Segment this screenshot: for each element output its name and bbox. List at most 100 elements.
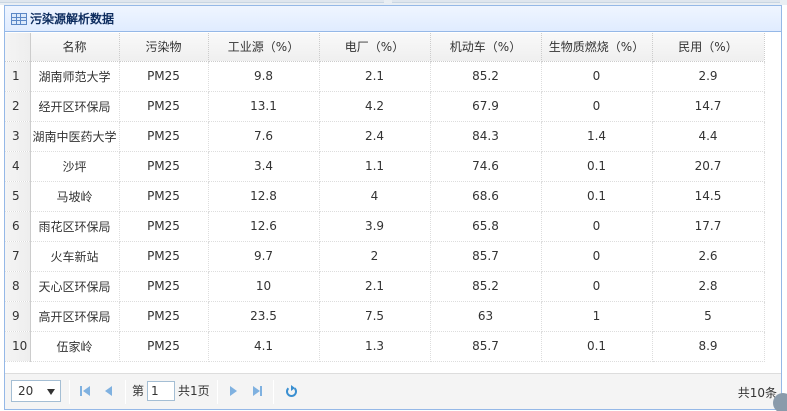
grid-table-icon	[11, 13, 27, 25]
cell-industrial: 9.7	[208, 241, 320, 272]
cell-residential: 2.8	[652, 271, 765, 302]
row-number: 9	[5, 301, 31, 332]
cell-biomass: 0	[541, 61, 653, 92]
chevron-down-icon	[47, 389, 55, 395]
cell-pollutant: PM25	[119, 211, 209, 242]
column-header-residential[interactable]: 民用（%）	[652, 33, 765, 62]
cell-power-plant: 2.1	[319, 61, 431, 92]
cell-vehicle: 65.8	[430, 211, 542, 242]
table-row[interactable]: 3 湖南中医药大学 PM25 7.6 2.4 84.3 1.4 4.4	[5, 121, 765, 152]
cell-pollutant: PM25	[119, 241, 209, 272]
cell-pollutant: PM25	[119, 331, 209, 362]
cell-name: 经开区环保局	[30, 91, 120, 122]
pager-separator	[217, 380, 218, 404]
cell-power-plant: 4.2	[319, 91, 431, 122]
cell-power-plant: 2.4	[319, 121, 431, 152]
cell-residential: 5	[652, 301, 765, 332]
cell-name: 湖南中医药大学	[30, 121, 120, 152]
cell-vehicle: 63	[430, 301, 542, 332]
cell-vehicle: 85.7	[430, 241, 542, 272]
cell-vehicle: 68.6	[430, 181, 542, 212]
cell-industrial: 12.6	[208, 211, 320, 242]
cell-residential: 4.4	[652, 121, 765, 152]
cell-industrial: 3.4	[208, 151, 320, 182]
datagrid-panel: 污染源解析数据 名称 污染物 工业源（%） 电厂（%）	[4, 5, 782, 410]
table-row[interactable]: 7 火车新站 PM25 9.7 2 85.7 0 2.6	[5, 241, 765, 272]
cell-biomass: 0.1	[541, 151, 653, 182]
cell-power-plant: 1.3	[319, 331, 431, 362]
cell-name: 雨花区环保局	[30, 211, 120, 242]
cell-pollutant: PM25	[119, 271, 209, 302]
last-page-icon[interactable]	[249, 383, 265, 399]
cell-vehicle: 67.9	[430, 91, 542, 122]
cell-residential: 14.5	[652, 181, 765, 212]
cell-residential: 2.6	[652, 241, 765, 272]
row-number: 7	[5, 241, 31, 272]
row-number: 4	[5, 151, 31, 182]
cell-name: 天心区环保局	[30, 271, 120, 302]
datagrid: 名称 污染物 工业源（%） 电厂（%） 机动车（%） 生物质燃烧（%） 民用（%…	[5, 33, 781, 362]
cell-name: 高开区环保局	[30, 301, 120, 332]
row-number: 2	[5, 91, 31, 122]
panel-header: 污染源解析数据	[5, 6, 781, 32]
row-number: 8	[5, 271, 31, 302]
cell-industrial: 10	[208, 271, 320, 302]
total-records-label: 共10条	[737, 386, 777, 400]
cell-residential: 2.9	[652, 61, 765, 92]
cell-name: 火车新站	[30, 241, 120, 272]
row-number-header	[5, 33, 31, 62]
panel-title: 污染源解析数据	[30, 12, 115, 26]
cell-industrial: 13.1	[208, 91, 320, 122]
cell-name: 马坡岭	[30, 181, 120, 212]
table-row[interactable]: 9 高开区环保局 PM25 23.5 7.5 63 1 5	[5, 301, 765, 332]
cell-name: 伍家岭	[30, 331, 120, 362]
top-tab-strip	[0, 0, 787, 5]
cell-pollutant: PM25	[119, 121, 209, 152]
prev-page-icon[interactable]	[101, 383, 117, 399]
cell-power-plant: 3.9	[319, 211, 431, 242]
next-page-icon[interactable]	[225, 383, 241, 399]
page-size-select[interactable]: 20	[11, 380, 61, 402]
column-header-industrial[interactable]: 工业源（%）	[208, 33, 320, 62]
page-size-value: 20	[18, 384, 34, 398]
column-header-vehicle[interactable]: 机动车（%）	[430, 33, 542, 62]
cell-industrial: 23.5	[208, 301, 320, 332]
page-number-input[interactable]: 1	[147, 381, 175, 401]
cell-vehicle: 74.6	[430, 151, 542, 182]
table-header-row: 名称 污染物 工业源（%） 电厂（%） 机动车（%） 生物质燃烧（%） 民用（%…	[5, 33, 765, 62]
table-row[interactable]: 6 雨花区环保局 PM25 12.6 3.9 65.8 0 17.7	[5, 211, 765, 242]
cell-biomass: 0	[541, 271, 653, 302]
first-page-icon[interactable]	[77, 383, 93, 399]
cell-power-plant: 7.5	[319, 301, 431, 332]
row-number: 6	[5, 211, 31, 242]
cell-residential: 17.7	[652, 211, 765, 242]
cell-pollutant: PM25	[119, 61, 209, 92]
table-row[interactable]: 2 经开区环保局 PM25 13.1 4.2 67.9 0 14.7	[5, 91, 765, 122]
cell-power-plant: 1.1	[319, 151, 431, 182]
cell-industrial: 4.1	[208, 331, 320, 362]
column-header-pollutant[interactable]: 污染物	[119, 33, 209, 62]
column-header-power-plant[interactable]: 电厂（%）	[319, 33, 431, 62]
floating-corner-button[interactable]	[773, 393, 787, 411]
table-row[interactable]: 4 沙坪 PM25 3.4 1.1 74.6 0.1 20.7	[5, 151, 765, 182]
cell-residential: 20.7	[652, 151, 765, 182]
pager-separator	[273, 380, 274, 404]
cell-name: 湖南师范大学	[30, 61, 120, 92]
cell-industrial: 12.8	[208, 181, 320, 212]
top-tab-left	[0, 0, 384, 3]
table-row[interactable]: 8 天心区环保局 PM25 10 2.1 85.2 0 2.8	[5, 271, 765, 302]
cell-residential: 8.9	[652, 331, 765, 362]
cell-pollutant: PM25	[119, 181, 209, 212]
cell-vehicle: 84.3	[430, 121, 542, 152]
table-row[interactable]: 10 伍家岭 PM25 4.1 1.3 85.7 0.1 8.9	[5, 331, 765, 362]
cell-industrial: 9.8	[208, 61, 320, 92]
refresh-icon[interactable]	[283, 383, 299, 399]
table-row[interactable]: 5 马坡岭 PM25 12.8 4 68.6 0.1 14.5	[5, 181, 765, 212]
cell-power-plant: 2	[319, 241, 431, 272]
row-number: 5	[5, 181, 31, 212]
column-header-biomass[interactable]: 生物质燃烧（%）	[541, 33, 653, 62]
cell-vehicle: 85.2	[430, 271, 542, 302]
pagination-bar: 20 第 1 共1页 共10条	[5, 373, 781, 409]
column-header-name[interactable]: 名称	[30, 33, 120, 62]
table-row[interactable]: 1 湖南师范大学 PM25 9.8 2.1 85.2 0 2.9	[5, 61, 765, 92]
